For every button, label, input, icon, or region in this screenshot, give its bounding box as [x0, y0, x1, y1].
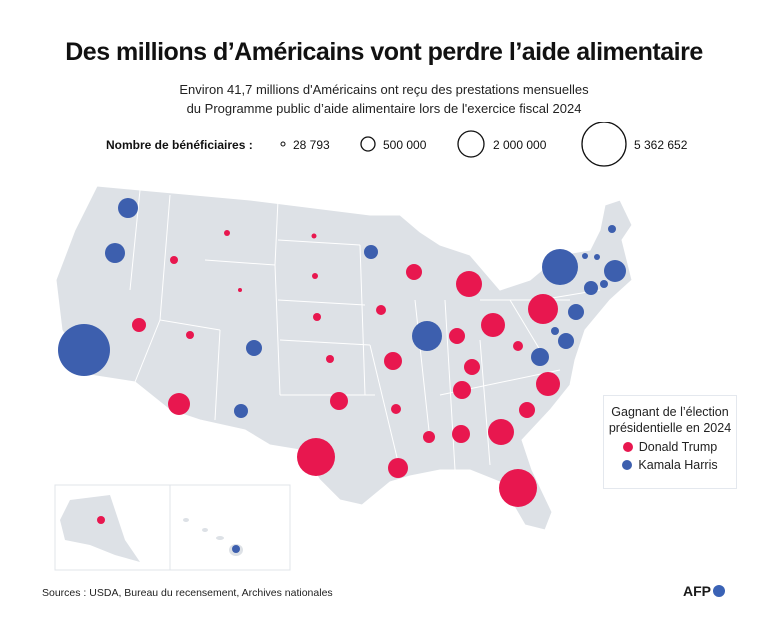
state-bubble-harris: [558, 333, 574, 349]
state-bubble-trump: [453, 381, 471, 399]
alaska: [60, 495, 140, 562]
state-bubble-harris: [542, 249, 578, 285]
state-bubble-trump: [384, 352, 402, 370]
state-bubble-trump: [312, 273, 318, 279]
size-legend-value: 5 362 652: [634, 138, 688, 152]
state-bubble-harris: [364, 245, 378, 259]
state-bubble-trump: [406, 264, 422, 280]
state-bubble-harris: [118, 198, 138, 218]
state-bubble-trump: [423, 431, 435, 443]
size-circle-small: [280, 141, 286, 147]
sources: Sources : USDA, Bureau du recensement, A…: [42, 587, 333, 599]
state-bubble-harris: [232, 545, 240, 553]
state-bubble-trump: [238, 288, 242, 292]
afp-logo-text: AFP: [683, 583, 711, 599]
state-bubble-trump: [519, 402, 535, 418]
size-circle-max: [581, 122, 627, 167]
state-bubble-harris: [531, 348, 549, 366]
size-circle-2m: [457, 130, 485, 158]
subtitle-line-2: du Programme public d’aide alimentaire l…: [186, 101, 582, 116]
subtitle-line-1: Environ 41,7 millions d'Américains ont r…: [179, 82, 589, 97]
state-bubble-trump: [481, 313, 505, 337]
state-bubble-trump: [313, 313, 321, 321]
size-circle-500k: [360, 136, 376, 152]
size-legend: Nombre de bénéficiaires : 28 793 500 000…: [0, 122, 768, 172]
state-bubble-harris: [234, 404, 248, 418]
size-legend-value: 500 000: [383, 138, 427, 152]
state-bubble-trump: [224, 230, 230, 236]
state-bubble-trump: [186, 331, 194, 339]
state-bubble-trump: [97, 516, 105, 524]
trump-dot-icon: [622, 442, 633, 452]
state-bubble-trump: [488, 419, 514, 445]
party-legend-title: présidentielle en 2024: [608, 421, 732, 435]
party-legend-title: Gagnant de l’élection: [611, 405, 729, 419]
state-bubble-trump: [499, 469, 537, 507]
state-bubble-trump: [388, 458, 408, 478]
state-bubble-harris: [584, 281, 598, 295]
state-bubble-harris: [594, 254, 600, 260]
state-bubble-trump: [170, 256, 178, 264]
state-bubbles: [58, 198, 626, 553]
afp-logo-dot: [713, 585, 725, 597]
state-bubble-trump: [536, 372, 560, 396]
afp-logo: AFP: [683, 583, 725, 599]
legend-trump: Donald Trump: [604, 440, 736, 454]
size-legend-label: Nombre de bénéficiaires :: [106, 138, 253, 152]
state-bubble-harris: [608, 225, 616, 233]
us-map: [54, 185, 633, 571]
state-bubble-trump: [297, 438, 335, 476]
state-bubble-trump: [456, 271, 482, 297]
state-bubble-trump: [464, 359, 480, 375]
state-bubble-trump: [132, 318, 146, 332]
state-bubble-harris: [568, 304, 584, 320]
size-legend-circles: [280, 122, 627, 167]
state-bubble-trump: [391, 404, 401, 414]
legend-harris: Kamala Harris: [604, 458, 736, 472]
state-bubble-harris: [582, 253, 588, 259]
hawaii-inset: [169, 484, 291, 571]
state-bubble-trump: [326, 355, 334, 363]
state-borders: [129, 189, 601, 471]
state-bubble-harris: [246, 340, 262, 356]
state-bubble-harris: [600, 280, 608, 288]
state-bubble-harris: [105, 243, 125, 263]
size-legend-value: 28 793: [293, 138, 330, 152]
legend-harris-label: Kamala Harris: [638, 458, 718, 472]
state-bubble-trump: [376, 305, 386, 315]
state-bubble-harris: [551, 327, 559, 335]
state-bubble-trump: [513, 341, 523, 351]
state-bubble-harris: [58, 324, 110, 376]
state-bubble-trump: [449, 328, 465, 344]
state-bubble-trump: [311, 233, 317, 239]
state-bubble-trump: [528, 294, 558, 324]
state-bubble-harris: [604, 260, 626, 282]
state-bubble-harris: [412, 321, 442, 351]
state-bubble-trump: [168, 393, 190, 415]
subtitle: Environ 41,7 millions d'Américains ont r…: [0, 80, 768, 118]
state-bubble-trump: [452, 425, 470, 443]
party-legend: Gagnant de l’élection présidentielle en 2…: [603, 395, 737, 489]
harris-dot-icon: [622, 460, 633, 470]
title: Des millions d’Américains vont perdre l’…: [65, 38, 703, 66]
size-legend-value: 2 000 000: [493, 138, 547, 152]
state-bubble-trump: [330, 392, 348, 410]
hawaii: [183, 518, 243, 556]
legend-trump-label: Donald Trump: [638, 440, 718, 454]
